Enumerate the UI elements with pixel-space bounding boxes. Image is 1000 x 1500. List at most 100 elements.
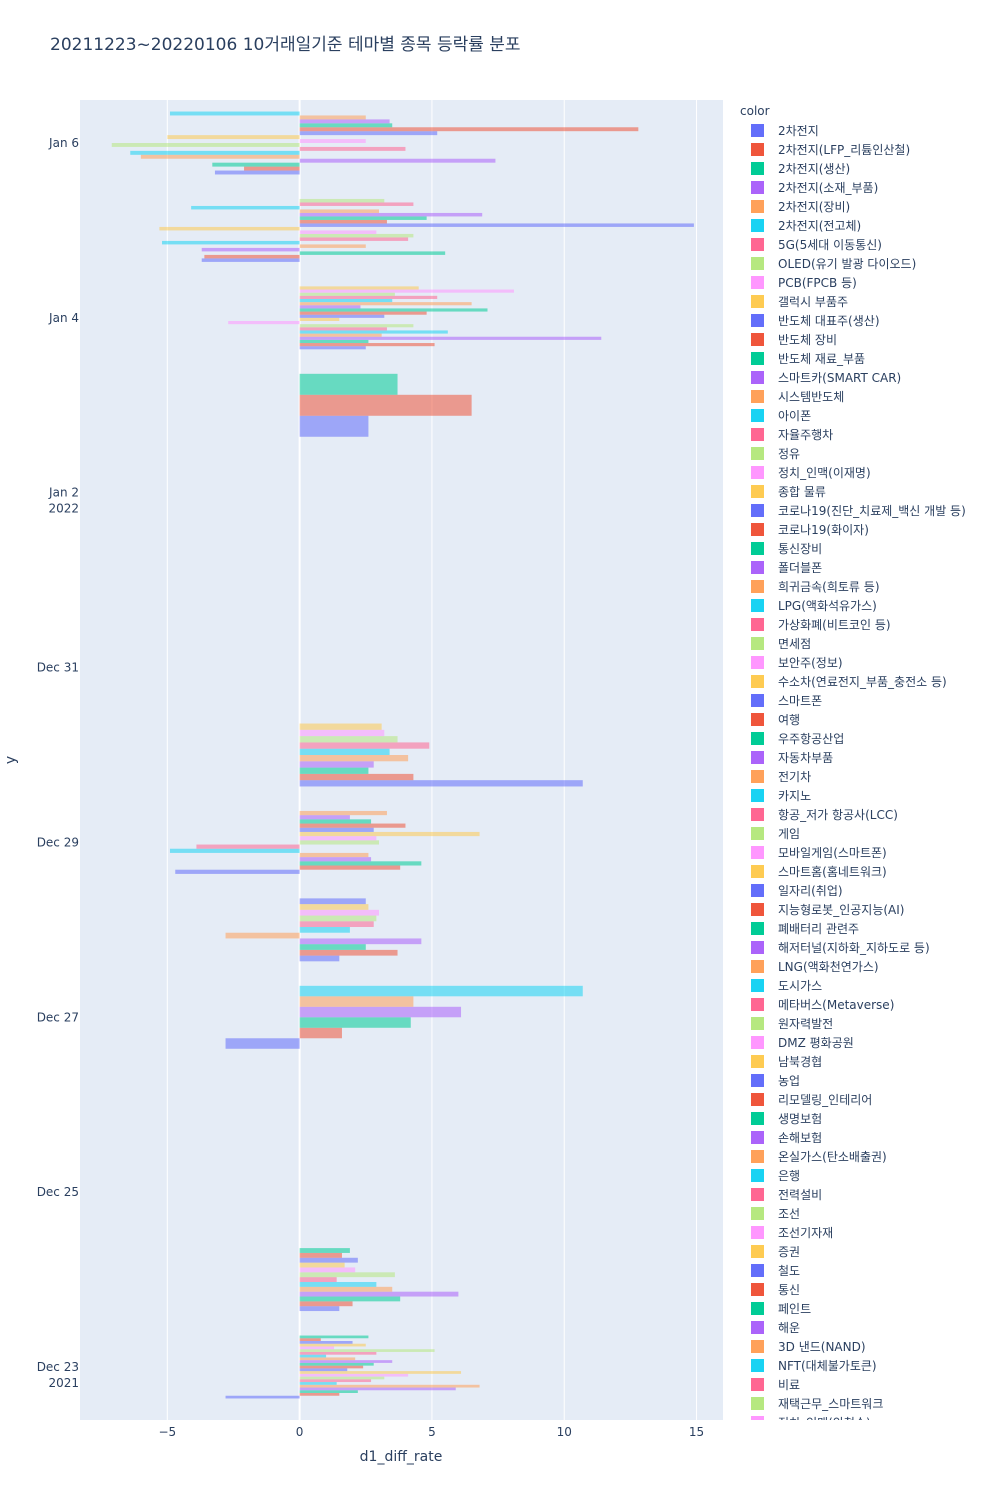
- legend-item[interactable]: 여행: [740, 710, 995, 729]
- legend-item[interactable]: 전력설비: [740, 1185, 995, 1204]
- legend-item[interactable]: 손해보험: [740, 1128, 995, 1147]
- legend-item[interactable]: 가상화폐(비트코인 등): [740, 615, 995, 634]
- legend-label: 코로나19(화이자): [778, 523, 869, 537]
- bar: [299, 244, 366, 248]
- legend-item[interactable]: 2차전지: [740, 121, 995, 140]
- bar: [299, 131, 438, 136]
- legend-item[interactable]: 카지노: [740, 786, 995, 805]
- legend-item[interactable]: 조선: [740, 1204, 995, 1223]
- legend-swatch: [751, 580, 764, 593]
- legend-item[interactable]: 항공_저가 항공사(LCC): [740, 805, 995, 824]
- legend-item[interactable]: 정치_인맥(이재명): [740, 463, 995, 482]
- legend-item[interactable]: 통신: [740, 1280, 995, 1299]
- legend-item[interactable]: 스마트폰: [740, 691, 995, 710]
- bar: [299, 289, 514, 293]
- legend-item[interactable]: 도시가스: [740, 976, 995, 995]
- bar: [299, 286, 419, 290]
- legend-label: 면세점: [778, 637, 812, 651]
- bar: [299, 198, 385, 203]
- legend-label: 철도: [778, 1264, 801, 1278]
- legend-item[interactable]: 시스템반도체: [740, 387, 995, 406]
- legend-label: 조선기자재: [778, 1226, 834, 1240]
- legend-item[interactable]: 코로나19(화이자): [740, 520, 995, 539]
- legend-item[interactable]: 폴더블폰: [740, 558, 995, 577]
- legend-item[interactable]: 종합 물류: [740, 482, 995, 501]
- legend-item[interactable]: 갤럭시 부품주: [740, 292, 995, 311]
- legend-item[interactable]: 남북경협: [740, 1052, 995, 1071]
- legend-item[interactable]: 해운: [740, 1318, 995, 1337]
- bar: [299, 985, 583, 997]
- legend-item[interactable]: 수소차(연료전지_부품_충전소 등): [740, 672, 995, 691]
- legend-item[interactable]: 아이폰: [740, 406, 995, 425]
- bar: [299, 1371, 462, 1374]
- legend-swatch: [751, 1055, 764, 1068]
- legend-item[interactable]: 철도: [740, 1261, 995, 1280]
- legend-label: 2차전지(장비): [778, 200, 851, 214]
- legend-item[interactable]: 스마트카(SMART CAR): [740, 368, 995, 387]
- legend-item[interactable]: 비료: [740, 1375, 995, 1394]
- legend-item[interactable]: 폐배터리 관련주: [740, 919, 995, 938]
- y-tick-labels: Dec 23 2021 Dec 25 Dec 27 Dec 29 Dec 31 Jan 2 2…: [37, 136, 79, 1390]
- legend-swatch: [751, 1283, 764, 1296]
- bar: [299, 780, 583, 787]
- bar: [299, 1277, 337, 1282]
- legend-item[interactable]: 페인트: [740, 1299, 995, 1318]
- legend-item[interactable]: 리모델링_인테리어: [740, 1090, 995, 1109]
- legend-item[interactable]: PCB(FPCB 등): [740, 273, 995, 292]
- legend-item[interactable]: 반도체 재료_부품: [740, 349, 995, 368]
- legend-item[interactable]: 해저터널(지하화_지하도로 등): [740, 938, 995, 957]
- legend-item[interactable]: 전기차: [740, 767, 995, 786]
- legend-item[interactable]: 2차전지(생산): [740, 159, 995, 178]
- legend-item[interactable]: 게임: [740, 824, 995, 843]
- x-tick-labels: −5 0 5 10 15: [158, 1425, 704, 1439]
- legend-item[interactable]: LNG(액화천연가스): [740, 957, 995, 976]
- legend-item[interactable]: 원자력발전: [740, 1014, 995, 1033]
- legend-item[interactable]: DMZ 평화공원: [740, 1033, 995, 1052]
- legend-item[interactable]: 반도체 대표주(생산): [740, 311, 995, 330]
- legend-item[interactable]: 우주항공산업: [740, 729, 995, 748]
- x-tick-label: 15: [689, 1425, 704, 1439]
- legend-item[interactable]: 정치_인맥(안철수): [740, 1413, 995, 1420]
- legend-item[interactable]: 자율주행차: [740, 425, 995, 444]
- bars: [111, 111, 694, 1399]
- legend-item[interactable]: 2차전지(소재_부품): [740, 178, 995, 197]
- bar: [299, 1343, 366, 1347]
- legend-item[interactable]: 자동차부품: [740, 748, 995, 767]
- legend-item[interactable]: 보안주(정보): [740, 653, 995, 672]
- legend-item[interactable]: 2차전지(LFP_리튬인산철): [740, 140, 995, 159]
- legend-item[interactable]: NFT(대체불가토큰): [740, 1356, 995, 1375]
- legend-swatch: [751, 637, 764, 650]
- legend-item[interactable]: 2차전지(장비): [740, 197, 995, 216]
- legend-item[interactable]: OLED(유기 발광 다이오드): [740, 254, 995, 273]
- legend-item[interactable]: 통신장비: [740, 539, 995, 558]
- legend-item[interactable]: 일자리(취업): [740, 881, 995, 900]
- legend-label: 수소차(연료전지_부품_충전소 등): [778, 675, 947, 689]
- bar: [299, 119, 390, 124]
- legend-item[interactable]: 코로나19(진단_치료제_백신 개발 등): [740, 501, 995, 520]
- legend-label: 온실가스(탄소배출권): [778, 1150, 887, 1164]
- legend-item[interactable]: 지능형로봇_인공지능(AI): [740, 900, 995, 919]
- legend-item[interactable]: 2차전지(전고체): [740, 216, 995, 235]
- legend-item[interactable]: 재택근무_스마트워크: [740, 1394, 995, 1413]
- legend-item[interactable]: LPG(액화석유가스): [740, 596, 995, 615]
- legend-item[interactable]: 5G(5세대 이동통신): [740, 235, 995, 254]
- legend-item[interactable]: 생명보험: [740, 1109, 995, 1128]
- legend-swatch: [751, 656, 764, 669]
- legend-item[interactable]: 온실가스(탄소배출권): [740, 1147, 995, 1166]
- legend-item[interactable]: 농업: [740, 1071, 995, 1090]
- legend-item[interactable]: 스마트홈(홈네트워크): [740, 862, 995, 881]
- legend-item[interactable]: 모바일게임(스마트폰): [740, 843, 995, 862]
- legend-item[interactable]: 희귀금속(희토류 등): [740, 577, 995, 596]
- x-axis-title: d1_diff_rate: [360, 1449, 443, 1465]
- legend-item[interactable]: 정유: [740, 444, 995, 463]
- legend-label: 정치_인맥(이재명): [778, 466, 871, 480]
- legend-item[interactable]: 증권: [740, 1242, 995, 1261]
- legend-item[interactable]: 면세점: [740, 634, 995, 653]
- legend-item[interactable]: 은행: [740, 1166, 995, 1185]
- legend-item[interactable]: 3D 낸드(NAND): [740, 1337, 995, 1356]
- legend-item[interactable]: 반도체 장비: [740, 330, 995, 349]
- legend-item[interactable]: 조선기자재: [740, 1223, 995, 1242]
- legend-item[interactable]: 메타버스(Metaverse): [740, 995, 995, 1014]
- x-tick-label: −5: [158, 1425, 176, 1439]
